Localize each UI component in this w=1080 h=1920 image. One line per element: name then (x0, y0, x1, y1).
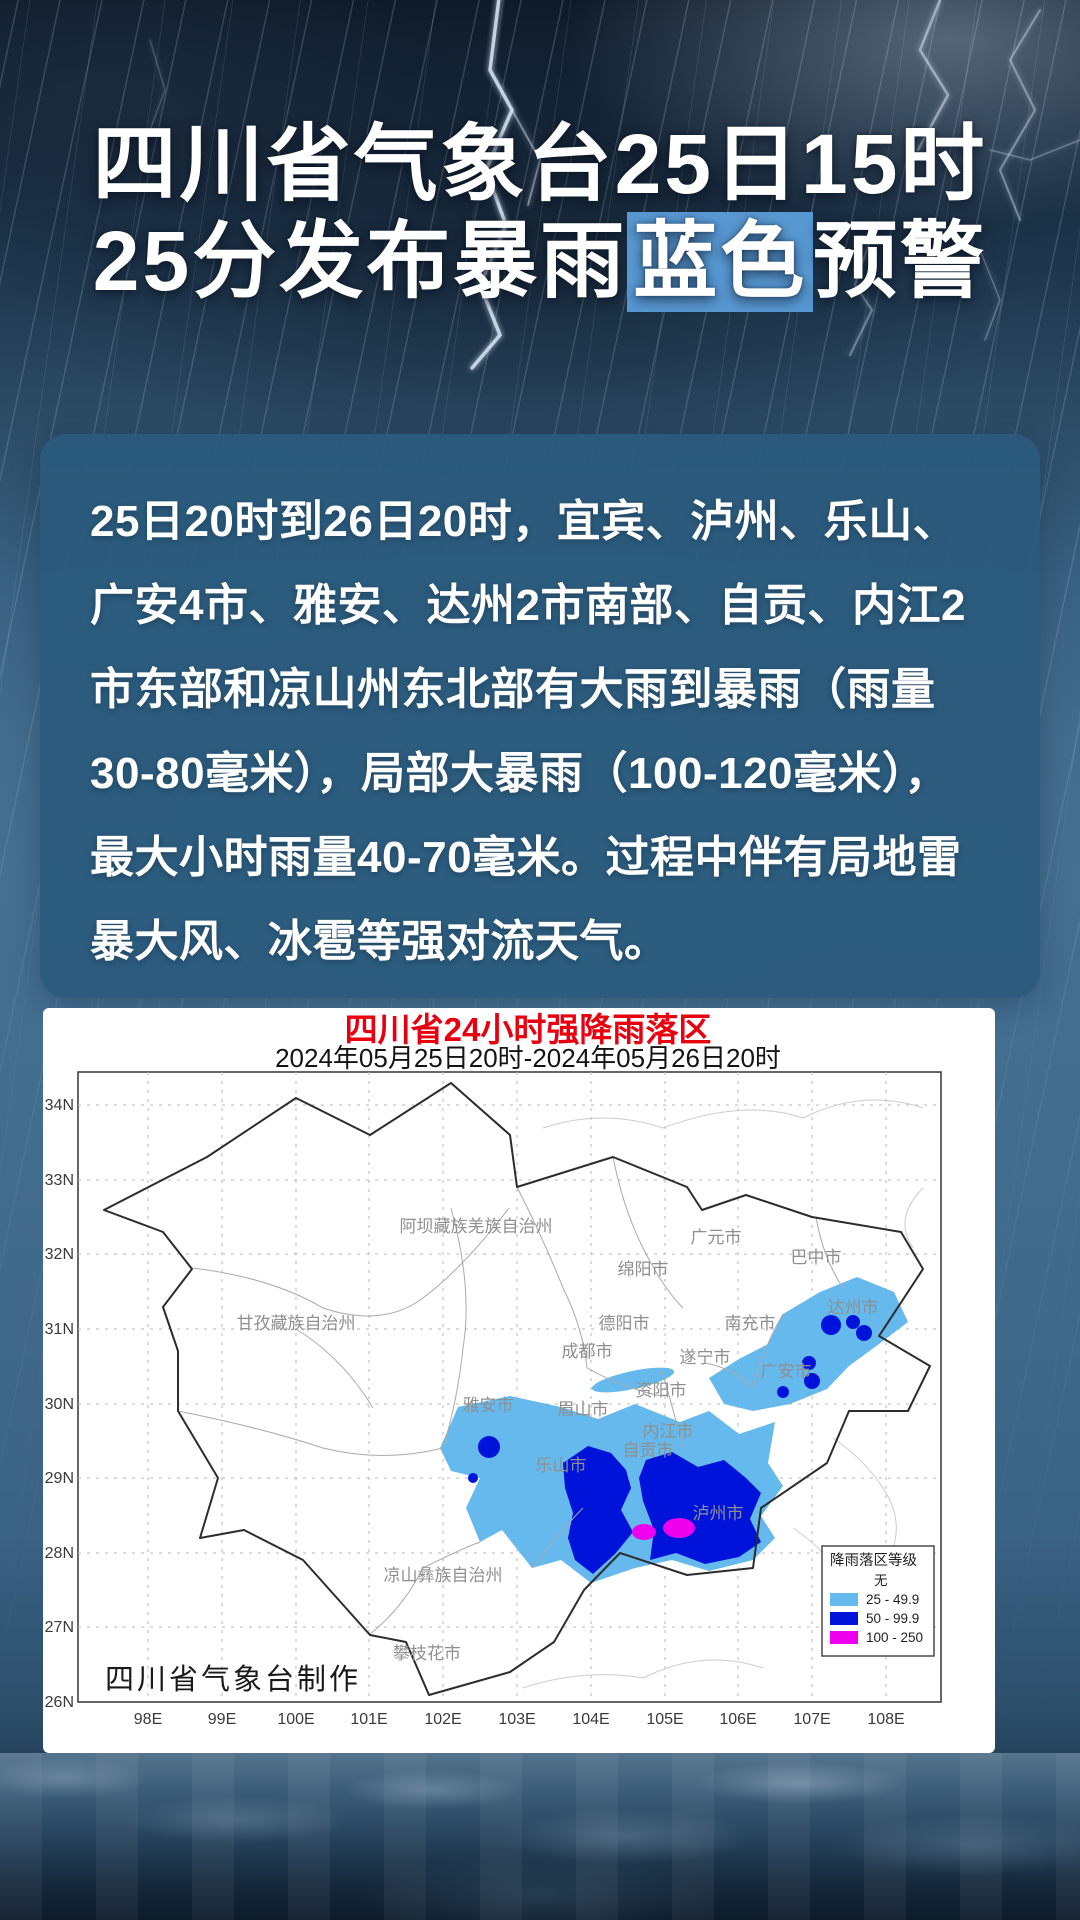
legend-swatch-heavy (830, 1612, 858, 1625)
region-label: 攀枝花市 (393, 1644, 461, 1663)
lon-tick: 102E (424, 1711, 461, 1728)
lon-tick: 101E (350, 1711, 387, 1728)
lat-tick: 30N (45, 1396, 74, 1413)
precipitation-areas (440, 1277, 908, 1583)
lat-tick: 27N (45, 1619, 74, 1636)
lat-tick: 29N (45, 1470, 74, 1487)
lon-tick: 105E (646, 1711, 683, 1728)
legend-swatch-extreme (830, 1631, 858, 1644)
map-legend: 降雨落区等级 无 25 - 49.9 50 - 99.9 100 - 250 (821, 1545, 935, 1657)
lon-tick: 104E (572, 1711, 609, 1728)
region-label: 巴中市 (791, 1248, 842, 1267)
region-label: 泸州市 (693, 1504, 744, 1523)
map-subtitle: 2024年05月25日20时-2024年05月26日20时 (275, 1043, 781, 1073)
lat-tick: 34N (45, 1097, 74, 1114)
region-label: 资阳市 (636, 1381, 687, 1400)
region-label: 凉山彝族自治州 (384, 1566, 503, 1585)
neighbour-boundaries (522, 1099, 924, 1689)
lon-tick: 107E (793, 1711, 830, 1728)
forecast-text: 25日20时到26日20时，宜宾、泸州、乐山、广安4市、雅安、达州2市南部、自贡… (90, 497, 966, 966)
sichuan-outline (103, 1082, 931, 1696)
map-title: 四川省24小时强降雨落区 (345, 1011, 712, 1048)
flood-photo (0, 1753, 1080, 1920)
rain-spots-extreme (632, 1518, 695, 1540)
rain-area-light-northeast (709, 1277, 908, 1411)
lat-tick: 26N (45, 1694, 74, 1711)
longitude-ticks: 98E 99E 100E 101E 102E 103E 104E 105E 10… (134, 1711, 905, 1728)
region-label: 成都市 (562, 1342, 613, 1361)
lon-tick: 108E (867, 1711, 904, 1728)
legend-swatch-none (830, 1574, 858, 1587)
rainfall-map: 四川省24小时强降雨落区 2024年05月25日20时-2024年05月26日2… (45, 1011, 942, 1728)
lon-tick: 106E (719, 1711, 756, 1728)
lat-tick: 28N (45, 1545, 74, 1562)
region-label: 绵阳市 (618, 1260, 669, 1279)
legend-label: 100 - 250 (866, 1630, 923, 1645)
headline-line1: 四川省气象台25日15时 (92, 117, 988, 211)
rainfall-map-card: 四川省24小时强降雨落区 2024年05月25日20时-2024年05月26日2… (43, 1008, 995, 1753)
legend-label: 50 - 99.9 (866, 1611, 919, 1626)
rain-area-heavy-west (563, 1446, 633, 1574)
lon-tick: 103E (498, 1711, 535, 1728)
region-label: 乐山市 (536, 1456, 587, 1475)
prefecture-boundaries (177, 1156, 844, 1636)
region-label: 达州市 (828, 1298, 879, 1317)
region-label: 眉山市 (558, 1400, 609, 1419)
legend-label: 25 - 49.9 (866, 1592, 919, 1607)
region-label: 雅安市 (463, 1396, 514, 1415)
legend-swatch-light (830, 1593, 858, 1606)
latitude-ticks: 34N 33N 32N 31N 30N 29N 28N 27N 26N (45, 1097, 74, 1711)
headline-line2: 25分发布暴雨蓝色预警 (0, 212, 1080, 312)
lat-tick: 33N (45, 1172, 74, 1189)
region-label: 广元市 (691, 1228, 742, 1247)
map-credit: 四川省气象台制作 (105, 1663, 361, 1696)
region-label: 德阳市 (599, 1314, 650, 1333)
blue-highlight: 蓝色 (627, 212, 814, 312)
headline-line2-pre: 25分发布暴雨 (92, 214, 628, 308)
forecast-card: 25日20时到26日20时，宜宾、泸州、乐山、广安4市、雅安、达州2市南部、自贡… (40, 434, 1040, 998)
lat-tick: 31N (45, 1321, 74, 1338)
lon-tick: 100E (277, 1711, 314, 1728)
region-labels: 阿坝藏族羌族自治州 甘孜藏族自治州 凉山彝族自治州 攀枝花市 广元市 绵阳市 巴… (237, 1217, 879, 1663)
rain-area-light-streak (591, 1367, 675, 1393)
region-label: 南充市 (725, 1314, 776, 1333)
region-label: 自贡市 (623, 1441, 674, 1460)
headline-line2-post: 预警 (813, 214, 988, 308)
region-label: 遂宁市 (680, 1348, 731, 1367)
rain-spots-heavy (468, 1315, 872, 1483)
region-label: 阿坝藏族羌族自治州 (400, 1217, 553, 1236)
lon-tick: 99E (208, 1711, 236, 1728)
region-label: 甘孜藏族自治州 (237, 1314, 356, 1333)
region-label: 广安市 (761, 1362, 812, 1381)
lon-tick: 98E (134, 1711, 162, 1728)
legend-label: 无 (874, 1573, 888, 1588)
region-label: 内江市 (643, 1422, 694, 1441)
headline: 四川省气象台25日15时 25分发布暴雨蓝色预警 (0, 116, 1080, 312)
legend-title: 降雨落区等级 (830, 1551, 917, 1569)
lat-tick: 32N (45, 1246, 74, 1263)
